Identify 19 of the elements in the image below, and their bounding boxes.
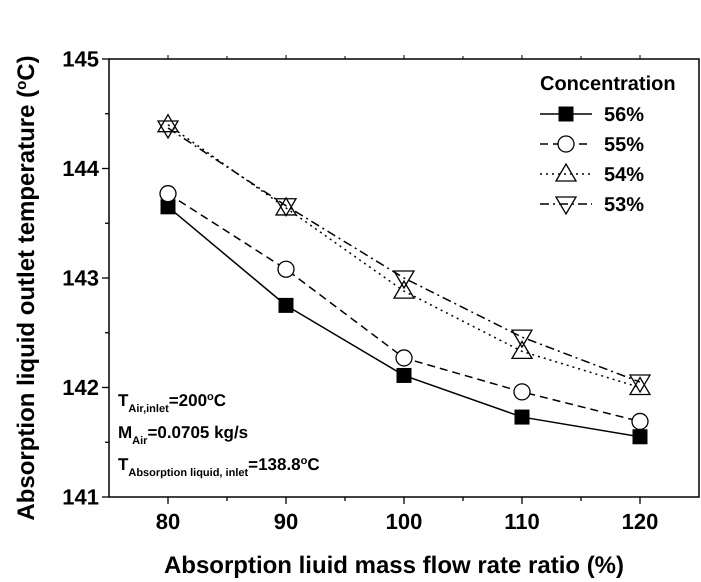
legend-label: 54% [604,164,644,186]
x-tick-label: 110 [504,509,540,534]
annotation: T$_{Absorption liquid, inlet}$=138.8$^{o}$C [118,455,320,479]
annotation: M$_{Air}$=0.0705 kg/s [118,423,248,447]
legend-label: 55% [604,134,644,156]
x-tick-label: 100 [386,509,422,534]
legend-title: Concentration [540,73,676,95]
y-tick-label: 144 [62,156,100,182]
x-tick-label: 80 [156,509,180,534]
legend-label: 53% [604,194,644,216]
annotation: T$_{Air,inlet}$=200$^{o}$C [118,391,226,415]
y-tick-label: 145 [62,46,99,72]
y-tick-label: 142 [62,375,99,400]
y-tick-label: 143 [62,266,99,291]
legend-label: 56% [604,104,644,126]
x-axis-title: Absorption liuid mass flow rate ratio (%) [164,552,624,579]
x-tick-label: 90 [274,509,298,534]
x-tick-label: 120 [622,509,658,534]
y-tick-label: 141 [62,484,99,510]
